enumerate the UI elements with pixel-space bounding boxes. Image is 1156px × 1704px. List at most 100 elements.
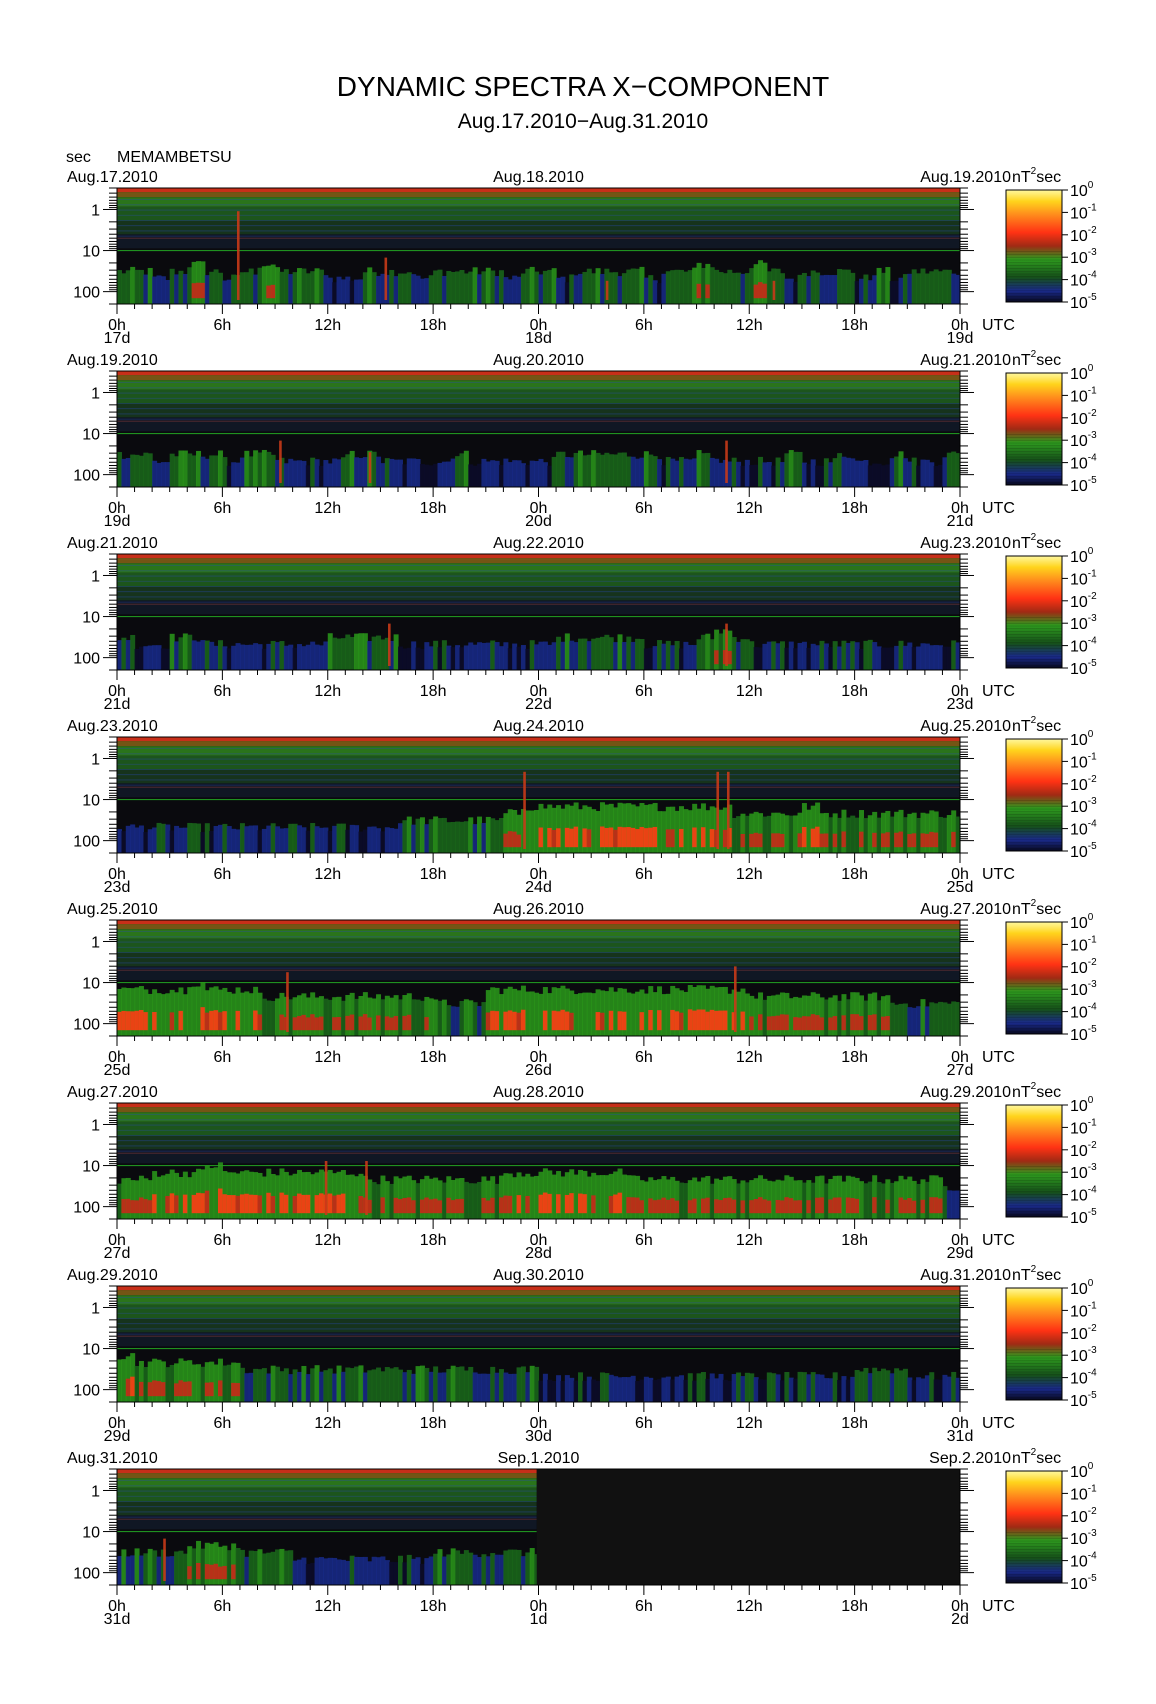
activity-column: [394, 460, 399, 487]
activity-column: [394, 634, 399, 670]
activity-column: [249, 1551, 254, 1585]
activity-core: [279, 1015, 284, 1031]
activity-column: [363, 457, 368, 487]
activity-column: [293, 648, 298, 670]
activity-core: [319, 1017, 324, 1031]
activity-column: [398, 1556, 403, 1585]
activity-column: [942, 1186, 947, 1219]
activity-column: [341, 279, 346, 304]
activity-core: [776, 1016, 781, 1031]
activity-column: [284, 463, 289, 487]
activity-column: [262, 450, 267, 487]
activity-column: [661, 465, 666, 487]
activity-column: [236, 463, 241, 487]
activity-core: [758, 834, 763, 848]
activity-column: [736, 992, 741, 1036]
activity-core: [828, 1017, 833, 1030]
activity-column: [635, 459, 640, 487]
activity-column: [481, 1002, 486, 1036]
activity-column: [376, 1368, 381, 1402]
activity-column: [157, 993, 162, 1036]
activity-column: [749, 465, 754, 487]
activity-column: [675, 1181, 680, 1219]
activity-column: [863, 460, 868, 487]
activity-column: [416, 1557, 421, 1585]
activity-column: [745, 639, 750, 670]
activity-column: [754, 999, 759, 1036]
spectrum-band: [117, 586, 960, 600]
activity-column: [310, 458, 315, 487]
activity-column: [354, 1557, 359, 1585]
activity-column: [187, 823, 192, 853]
activity-column: [767, 642, 772, 670]
activity-core: [894, 833, 899, 847]
activity-core: [639, 1012, 644, 1030]
activity-column: [143, 453, 148, 487]
activity-column: [209, 455, 214, 487]
activity-core: [850, 1014, 855, 1030]
activity-core: [253, 1195, 258, 1213]
activity-column: [315, 268, 320, 304]
day-label-right: 23d: [947, 696, 974, 713]
activity-spike: [606, 281, 609, 300]
activity-column: [130, 455, 135, 487]
activity-column: [762, 1380, 767, 1402]
activity-column: [850, 816, 855, 853]
activity-column: [934, 466, 939, 487]
activity-column: [332, 282, 337, 304]
panel-date-mid: Sep.1.2010: [498, 1450, 580, 1467]
activity-column: [578, 809, 583, 853]
activity-core: [143, 1199, 148, 1213]
activity-core: [170, 1193, 175, 1213]
activity-column: [657, 811, 662, 853]
activity-column: [328, 1369, 333, 1402]
colorbar-tick-label: 10-2: [1070, 225, 1097, 245]
activity-column: [710, 267, 715, 304]
activity-column: [639, 1379, 644, 1402]
activity-core: [231, 1565, 236, 1580]
activity-column: [358, 633, 363, 670]
activity-core: [209, 1011, 214, 1030]
activity-core: [670, 1010, 675, 1030]
activity-column: [240, 1368, 245, 1402]
x-tick-label: 12h: [736, 866, 763, 883]
activity-spike: [716, 772, 719, 849]
activity-column: [903, 458, 908, 487]
activity-column: [837, 1001, 842, 1036]
activity-column: [793, 1180, 798, 1219]
activity-column: [416, 819, 421, 853]
activity-column: [732, 273, 737, 304]
activity-column: [135, 1180, 140, 1219]
activity-core: [517, 1013, 522, 1031]
x-tick-label: 18h: [841, 500, 868, 517]
colorbar-tick-label: 10-4: [1070, 636, 1097, 656]
activity-column: [178, 1551, 183, 1585]
x-tick-label: 12h: [314, 1232, 341, 1249]
activity-core: [828, 1199, 833, 1213]
activity-column: [679, 1375, 684, 1402]
y-tick-label: 1: [91, 568, 100, 585]
activity-column: [438, 1001, 443, 1036]
activity-core: [618, 1011, 623, 1030]
activity-column: [556, 637, 561, 670]
activity-core: [126, 1199, 131, 1213]
activity-column: [262, 1177, 267, 1219]
activity-column: [503, 277, 508, 304]
activity-core: [222, 1011, 227, 1030]
activity-column: [183, 994, 188, 1036]
activity-column: [639, 639, 644, 670]
activity-column: [446, 462, 451, 487]
activity-column: [560, 642, 565, 670]
activity-column: [626, 270, 631, 304]
activity-column: [916, 466, 921, 487]
activity-column: [429, 1372, 434, 1402]
activity-spike: [385, 258, 388, 300]
activity-core: [780, 1014, 785, 1030]
activity-core: [192, 1195, 197, 1213]
activity-column: [503, 1373, 508, 1402]
x-tick-label: 6h: [635, 683, 653, 700]
activity-column: [574, 275, 579, 304]
x-axis-unit: UTC: [982, 866, 1015, 883]
activity-column: [920, 460, 925, 487]
activity-core: [293, 1017, 298, 1030]
